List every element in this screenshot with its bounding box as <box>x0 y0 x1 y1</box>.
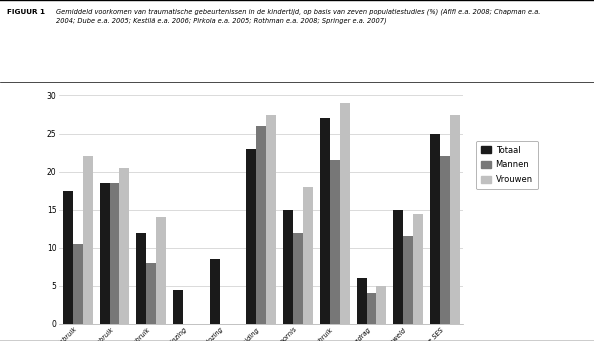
Bar <box>73 244 83 324</box>
Bar <box>109 183 119 324</box>
Bar <box>257 126 266 324</box>
Legend: Totaal, Mannen, Vrouwen: Totaal, Mannen, Vrouwen <box>476 140 538 189</box>
Bar <box>377 286 386 324</box>
Text: FIGUUR 1: FIGUUR 1 <box>7 9 45 15</box>
Bar <box>330 160 340 324</box>
Bar <box>430 134 440 324</box>
Bar <box>83 157 93 324</box>
Bar <box>403 236 413 324</box>
Bar <box>119 168 129 324</box>
Bar <box>340 103 350 324</box>
Bar <box>100 183 109 324</box>
Bar <box>393 210 403 324</box>
Bar <box>173 290 183 324</box>
Bar <box>210 259 220 324</box>
Bar <box>156 217 166 324</box>
Bar <box>356 278 366 324</box>
Bar <box>366 294 377 324</box>
Bar <box>303 187 313 324</box>
Text: Gemiddeld voorkomen van traumatische gebeurtenissen in de kindertijd, op basis v: Gemiddeld voorkomen van traumatische geb… <box>56 9 541 24</box>
Bar <box>266 115 276 324</box>
Bar <box>247 149 257 324</box>
Bar <box>320 118 330 324</box>
Bar <box>293 233 303 324</box>
Bar <box>413 213 423 324</box>
Bar <box>283 210 293 324</box>
Bar <box>137 233 146 324</box>
Bar <box>440 157 450 324</box>
Bar <box>146 263 156 324</box>
Bar <box>63 191 73 324</box>
Bar <box>450 115 460 324</box>
